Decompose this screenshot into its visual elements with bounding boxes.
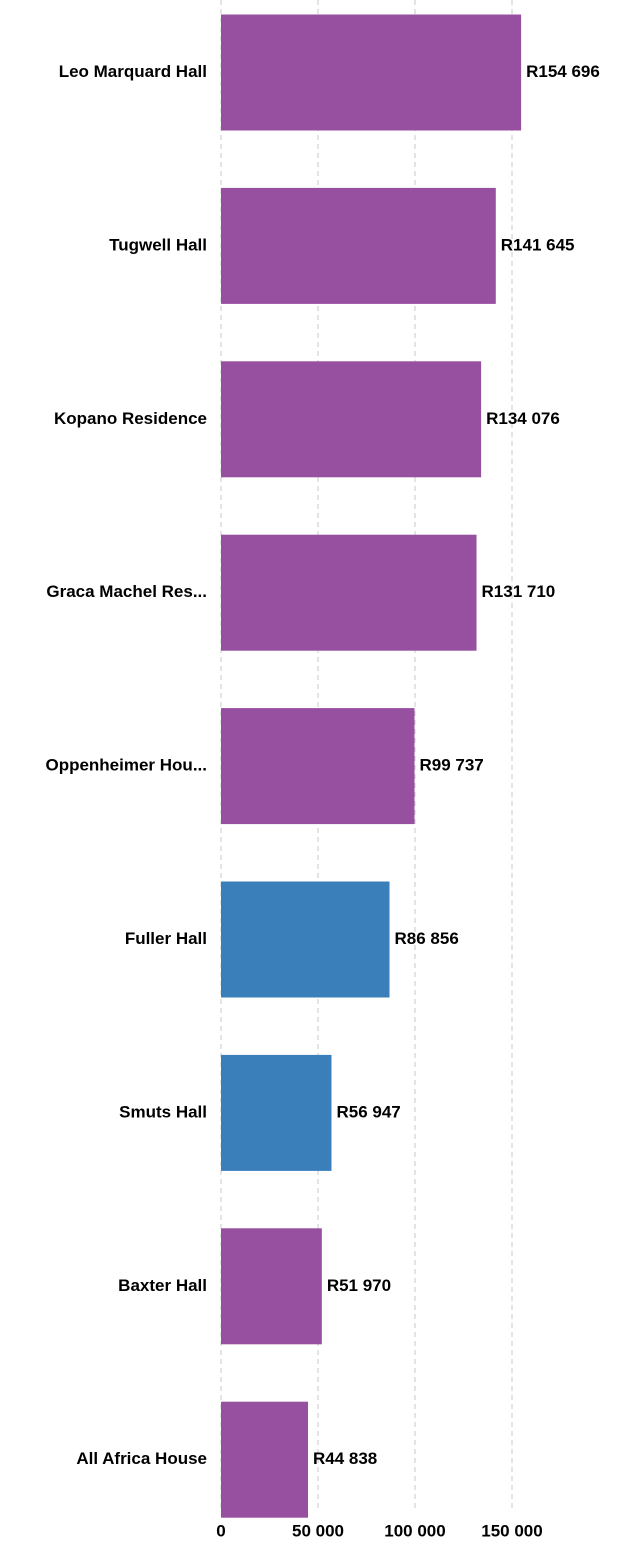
bar — [221, 1054, 332, 1171]
bar — [221, 708, 415, 825]
value-label: R56 947 — [336, 1102, 400, 1121]
value-label: R51 970 — [327, 1276, 391, 1295]
category-label: Graca Machel Res... — [46, 582, 207, 601]
value-label: R134 076 — [486, 409, 560, 428]
category-label: Leo Marquard Hall — [59, 62, 207, 81]
x-tick-label: 50 000 — [292, 1521, 344, 1540]
bar — [221, 881, 390, 998]
bar — [221, 534, 477, 651]
bar — [221, 1401, 308, 1518]
category-label: All Africa House — [76, 1449, 207, 1468]
bar — [221, 14, 522, 131]
bar — [221, 187, 496, 304]
value-label: R86 856 — [395, 929, 459, 948]
category-label: Baxter Hall — [118, 1276, 207, 1295]
value-label: R131 710 — [482, 582, 556, 601]
x-tick-label: 0 — [216, 1521, 225, 1540]
value-label: R141 645 — [501, 235, 575, 254]
category-label: Fuller Hall — [125, 929, 207, 948]
value-label: R44 838 — [313, 1449, 377, 1468]
category-label: Oppenheimer Hou... — [45, 756, 207, 775]
bar — [221, 1228, 322, 1345]
value-label: R154 696 — [526, 62, 600, 81]
x-tick-label: 100 000 — [384, 1521, 445, 1540]
category-label: Smuts Hall — [119, 1102, 207, 1121]
category-label: Tugwell Hall — [109, 235, 207, 254]
category-label: Kopano Residence — [54, 409, 207, 428]
bar — [221, 361, 482, 478]
x-tick-label: 150 000 — [481, 1521, 542, 1540]
value-label: R99 737 — [419, 756, 483, 775]
